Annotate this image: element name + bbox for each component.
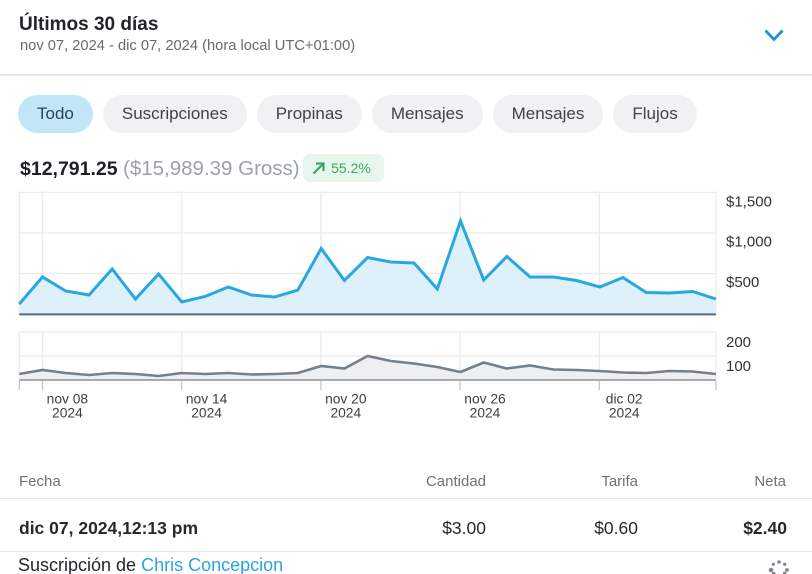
svg-text:$500: $500 bbox=[726, 274, 759, 291]
svg-text:2024: 2024 bbox=[191, 405, 222, 420]
svg-text:dic 02: dic 02 bbox=[606, 391, 643, 406]
svg-text:200: 200 bbox=[726, 334, 751, 351]
svg-text:100: 100 bbox=[726, 358, 751, 375]
svg-text:2024: 2024 bbox=[609, 405, 640, 420]
svg-text:nov 26: nov 26 bbox=[464, 391, 506, 406]
svg-text:$1,000: $1,000 bbox=[726, 233, 772, 250]
svg-text:2024: 2024 bbox=[470, 405, 501, 420]
svg-text:nov 14: nov 14 bbox=[186, 391, 228, 406]
svg-text:2024: 2024 bbox=[330, 405, 361, 420]
svg-text:nov 20: nov 20 bbox=[325, 391, 367, 406]
svg-text:2024: 2024 bbox=[52, 405, 83, 420]
svg-text:$1,500: $1,500 bbox=[726, 194, 772, 211]
svg-text:nov 08: nov 08 bbox=[47, 391, 89, 406]
